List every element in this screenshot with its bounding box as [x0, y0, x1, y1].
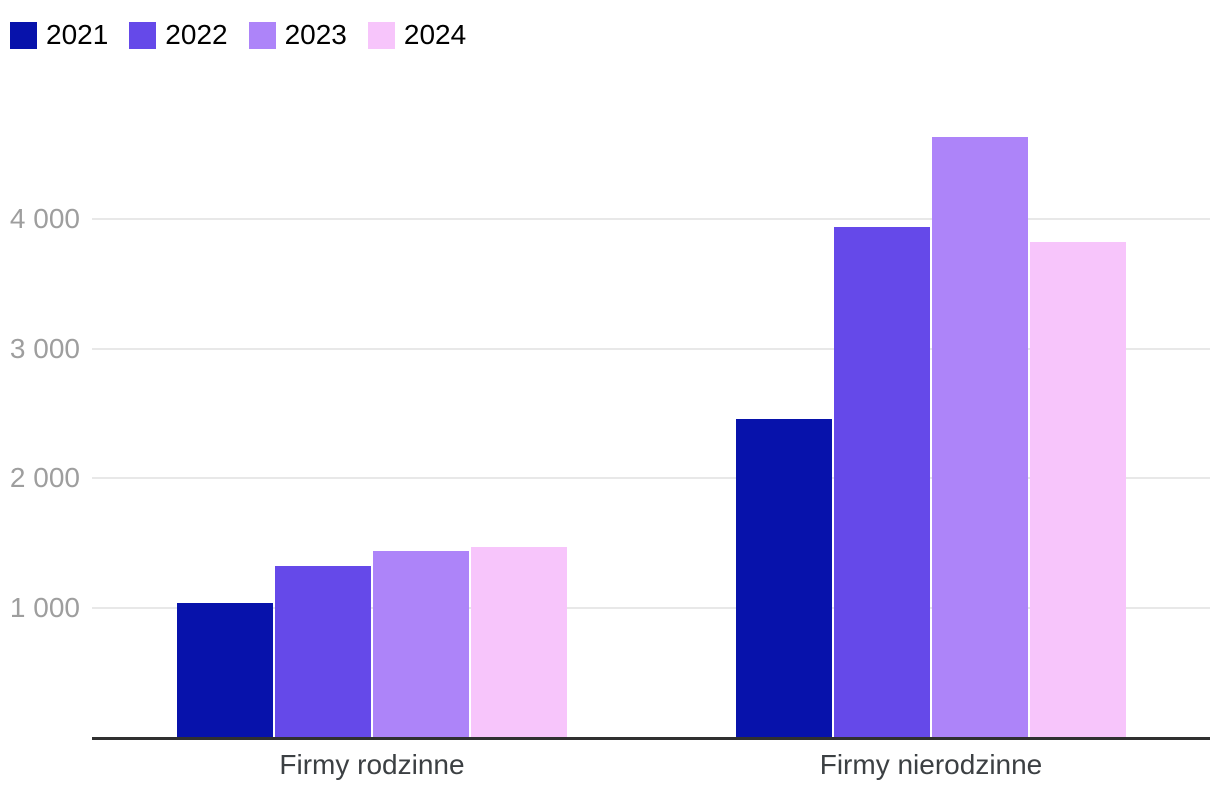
legend-swatch-2023 — [248, 21, 276, 49]
legend-item-2023: 2023 — [248, 19, 347, 50]
y-axis-tick-label: 4 000 — [9, 203, 80, 234]
gridline-3000 — [92, 348, 1210, 350]
bar-2023-nierodzinne[interactable] — [932, 137, 1028, 737]
legend-label: 2023 — [284, 19, 347, 50]
bar-2023-rodzinne[interactable] — [373, 551, 469, 737]
gridline-1000 — [92, 607, 1210, 609]
legend-swatch-2021 — [10, 21, 37, 49]
gridline-4000 — [92, 218, 1210, 220]
x-axis-line — [92, 737, 1210, 740]
legend: 2021 2022 2023 2024 — [10, 21, 466, 49]
x-axis-category-label: Firmy nierodzinne — [819, 749, 1043, 780]
bar-2022-rodzinne[interactable] — [275, 566, 371, 737]
bar-2022-nierodzinne[interactable] — [834, 227, 930, 737]
legend-item-2022: 2022 — [129, 19, 228, 50]
legend-item-2021: 2021 — [10, 21, 108, 49]
legend-item-2024: 2024 — [367, 19, 467, 50]
bar-2021-rodzinne[interactable] — [177, 603, 273, 737]
y-axis-tick-label: 3 000 — [9, 333, 80, 364]
legend-label: 2024 — [403, 19, 467, 50]
gridline-2000 — [92, 477, 1210, 479]
legend-label: 2022 — [165, 19, 228, 50]
bar-2024-rodzinne[interactable] — [471, 547, 567, 737]
bar-2021-nierodzinne[interactable] — [736, 419, 832, 737]
legend-swatch-2022 — [129, 21, 157, 49]
legend-label: 2021 — [46, 19, 109, 50]
x-axis-category-label: Firmy rodzinne — [279, 749, 465, 780]
legend-swatch-2024 — [367, 21, 395, 49]
y-axis-tick-label: 1 000 — [9, 592, 80, 623]
bar-2024-nierodzinne[interactable] — [1030, 242, 1126, 737]
y-axis-tick-label: 2 000 — [9, 462, 80, 493]
